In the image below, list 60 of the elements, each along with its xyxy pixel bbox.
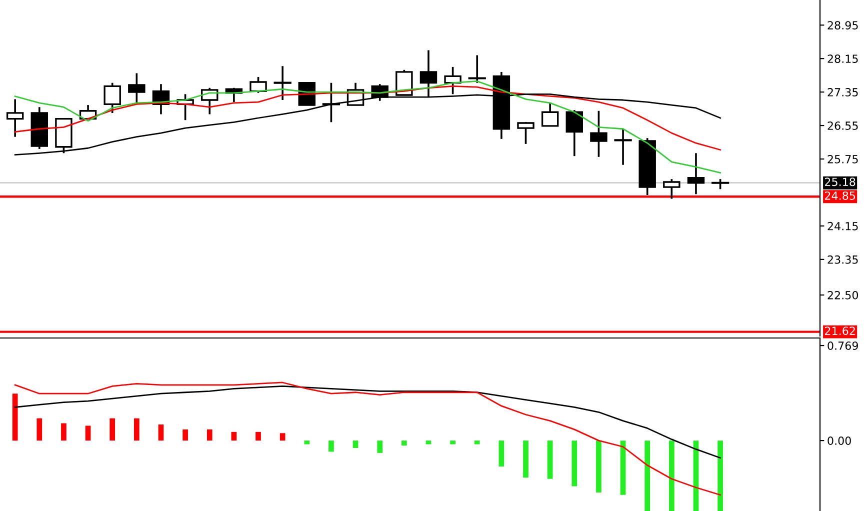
bar [596, 440, 602, 492]
line-series [14, 382, 721, 496]
candlestick [711, 178, 730, 190]
bar [134, 418, 140, 441]
bar [85, 426, 91, 441]
candlestick [687, 152, 705, 196]
bar [668, 440, 674, 511]
bar [61, 423, 66, 441]
candlestick [6, 98, 24, 138]
y-tick-label: 27.35 [828, 88, 858, 96]
candlestick [590, 110, 608, 158]
y-tick-label: 0.769 [828, 342, 858, 350]
bar [450, 440, 456, 444]
bar [352, 440, 358, 448]
bar [498, 440, 504, 467]
y-tick-label: 22.50 [828, 290, 858, 300]
bar [12, 394, 18, 441]
bar [718, 440, 723, 511]
bar [401, 440, 407, 446]
y-tick-label: 28.15 [828, 54, 858, 63]
y-tick-label: 26.55 [828, 122, 858, 130]
candlestick [541, 102, 559, 127]
line-series [14, 86, 721, 150]
candlestick [128, 72, 146, 106]
bar [256, 432, 261, 441]
bar [231, 432, 237, 441]
candlestick [104, 82, 121, 114]
y-tick-label: 23.35 [828, 255, 858, 264]
bar [206, 429, 212, 441]
y-tick-label: 24.15 [828, 222, 858, 230]
candlestick [274, 65, 292, 101]
bar [377, 440, 383, 453]
bar [547, 440, 553, 479]
candlestick [566, 109, 584, 157]
bar [644, 440, 650, 511]
bar [36, 418, 42, 441]
bar [426, 440, 432, 444]
bar [280, 433, 286, 441]
ref-line-label: 25.18 [824, 178, 856, 186]
y-tick-label: 0.00 [828, 436, 851, 445]
bar [620, 440, 626, 495]
ref-line-label: 24.85 [824, 191, 856, 200]
bar [110, 418, 116, 441]
candlestick [614, 128, 632, 166]
bar [182, 429, 188, 441]
y-tick-label: 25.75 [828, 154, 858, 164]
ref-line-label: 21.62 [824, 326, 855, 336]
candlestick [517, 121, 534, 145]
bar [304, 440, 310, 444]
candlestick [250, 76, 267, 94]
bar [474, 440, 480, 444]
bar [523, 440, 528, 478]
line-series [14, 386, 721, 459]
candlestick [663, 178, 680, 200]
bar [328, 440, 334, 452]
candlestick [468, 54, 486, 84]
y-tick-label: 28.95 [828, 21, 858, 30]
bar [158, 424, 164, 441]
bar [693, 440, 699, 511]
bar [572, 440, 578, 486]
